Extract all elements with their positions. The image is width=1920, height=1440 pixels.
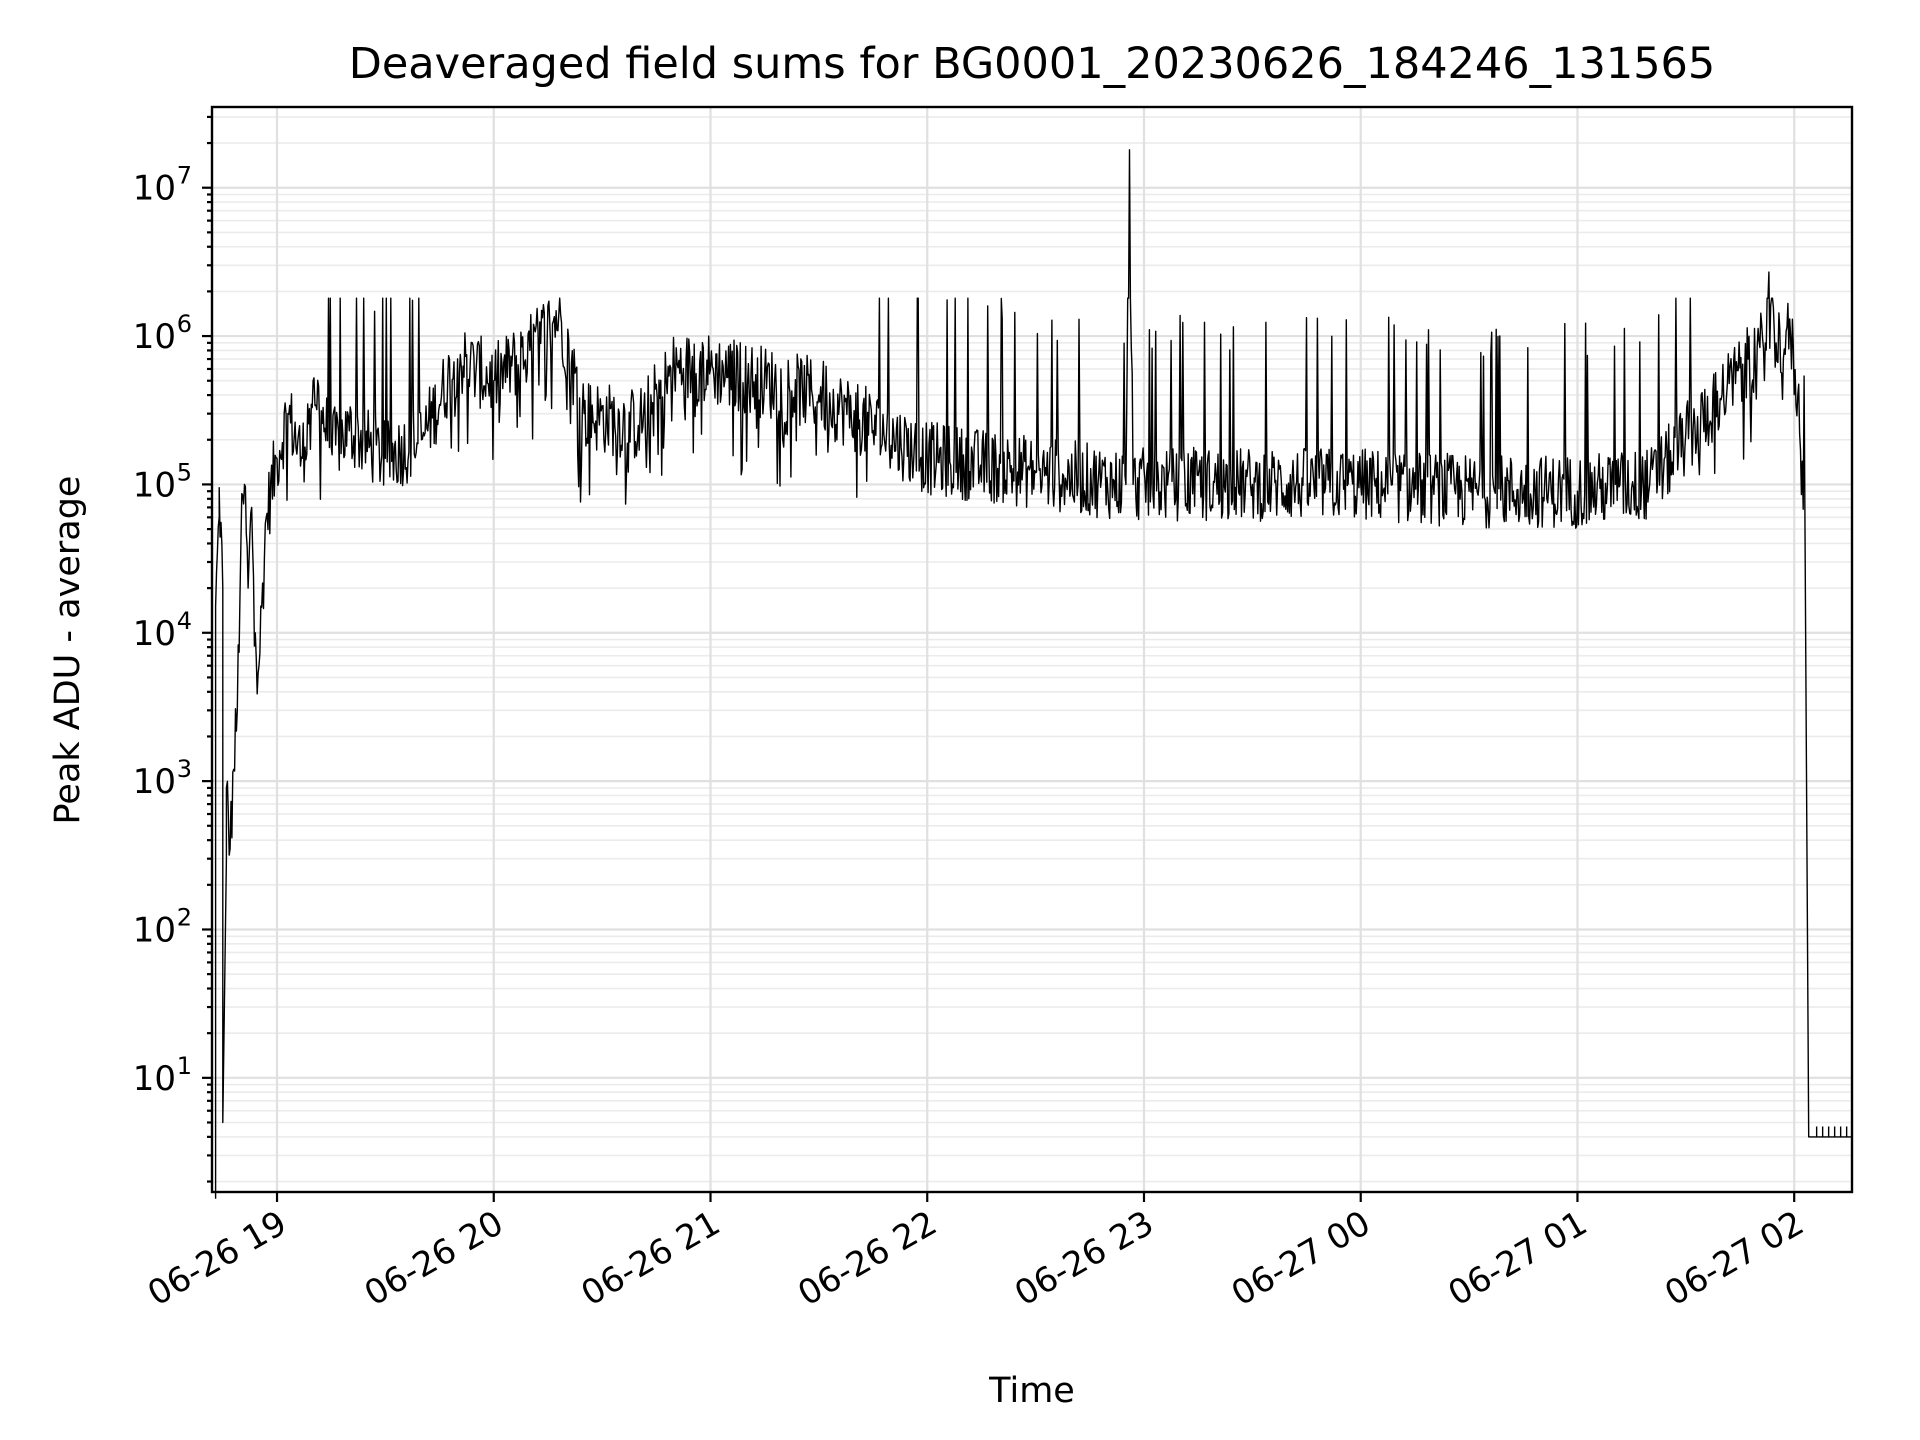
y-tick-label: 10 [133,910,176,950]
y-tick-label: 10 [133,614,176,654]
axis-ticks [202,115,1796,1202]
y-tick-base: 10 [133,169,176,209]
y-tick-base: 10 [133,317,176,357]
y-tick-exponent: 5 [177,458,192,486]
chart-title: Deaveraged field sums for BG0001_2023062… [349,39,1716,89]
y-tick-base: 10 [133,614,176,654]
plot-frame [210,105,1854,1194]
y-tick-base: 10 [133,910,176,950]
y-tick-exponent: 1 [177,1052,192,1080]
major-grid [212,107,1852,1192]
y-axis-label: Peak ADU - average [48,476,88,825]
series-line [214,149,1852,1199]
y-tick-base: 10 [133,465,176,505]
y-tick-exponent: 4 [177,607,192,635]
x-axis-label: Time [988,1371,1075,1411]
y-tick-label: 10 [133,169,176,209]
y-tick-base: 10 [133,762,176,802]
y-tick-label: 10 [133,317,176,357]
y-tick-exponent: 6 [177,310,192,338]
y-tick-exponent: 3 [177,755,192,783]
y-tick-exponent: 7 [177,162,192,190]
y-tick-label: 10 [133,762,176,802]
y-tick-base: 10 [133,1059,176,1099]
series-layer [214,149,1852,1199]
y-tick-exponent: 2 [177,903,192,931]
y-tick-label: 10 [133,465,176,505]
y-tick-label: 10 [133,1059,176,1099]
